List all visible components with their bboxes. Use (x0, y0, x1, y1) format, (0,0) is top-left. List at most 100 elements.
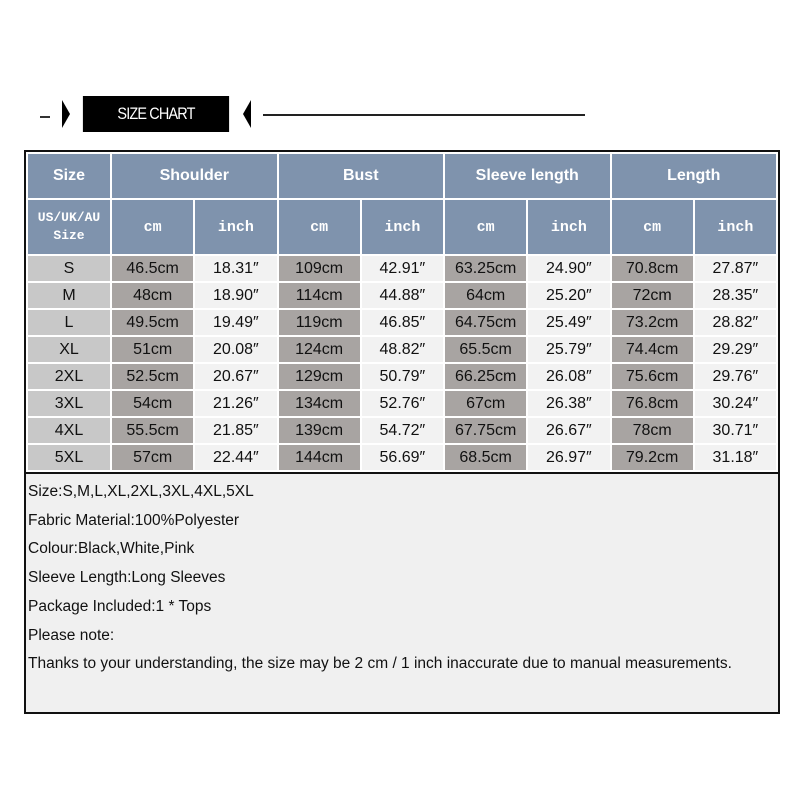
table-row: XL 51cm 20.08″ 124cm 48.82″ 65.5cm 25.79″ 74.4c… (26, 335, 779, 364)
cm-cell: 57cm (109, 443, 196, 472)
inch-cell: 28.82″ (692, 308, 779, 337)
table-row: 4XL 55.5cm 21.85″ 139cm 54.72″ 67.75cm 26.67″ 7… (26, 416, 779, 445)
table-row: S 46.5cm 18.31″ 109cm 42.91″ 63.25cm 24.90″ 70.… (26, 254, 779, 283)
inch-cell: 26.97″ (526, 443, 612, 472)
header-length: Length (609, 152, 778, 200)
inch-cell: 50.79″ (359, 362, 446, 391)
inch-cell: 30.24″ (692, 389, 779, 418)
cm-cell: 65.5cm (442, 335, 529, 364)
note-line: Fabric Material:100%Polyester (28, 511, 240, 529)
cm-cell: 74.4cm (609, 335, 695, 364)
cm-cell: 139cm (276, 416, 362, 445)
inch-cell: 26.08″ (526, 362, 612, 391)
inch-cell: 27.87″ (692, 254, 779, 283)
header-size-sub: US/UK/AU Size (26, 198, 112, 256)
cm-cell: 51cm (109, 335, 196, 364)
cm-cell: 75.6cm (609, 362, 695, 391)
table-row: 5XL 57cm 22.44″ 144cm 56.69″ 68.5cm 26.97″ 79.2… (26, 443, 779, 472)
inch-cell: 18.31″ (193, 254, 279, 283)
banner-ribbon-right (243, 100, 251, 128)
inch-cell: 25.79″ (526, 335, 612, 364)
cm-cell: 67.75cm (442, 416, 529, 445)
title-rule (263, 114, 585, 116)
cm-cell: 119cm (276, 308, 362, 337)
cm-cell: 52.5cm (109, 362, 196, 391)
banner-ribbon-left (62, 100, 70, 128)
unit-cm: cm (276, 198, 362, 256)
inch-cell: 31.18″ (692, 443, 779, 472)
size-cell: M (26, 281, 112, 310)
unit-inch: inch (526, 198, 612, 256)
unit-row: US/UK/AU Size cm inch cm inch cm inch cm… (26, 198, 779, 256)
cm-cell: 73.2cm (609, 308, 695, 337)
unit-inch: inch (193, 198, 279, 256)
size-cell: 5XL (26, 443, 112, 472)
cm-cell: 124cm (276, 335, 362, 364)
unit-inch: inch (692, 198, 779, 256)
note-line: Colour:Black,White,Pink (28, 540, 195, 558)
inch-cell: 48.82″ (359, 335, 446, 364)
inch-cell: 18.90″ (193, 281, 279, 310)
title-dash (40, 116, 50, 118)
note-line: Size:S,M,L,XL,2XL,3XL,4XL,5XL (28, 483, 254, 500)
size-cell: 4XL (26, 416, 112, 445)
cm-cell: 114cm (276, 281, 362, 310)
unit-inch: inch (359, 198, 446, 256)
size-cell: 2XL (26, 362, 112, 391)
inch-cell: 52.76″ (359, 389, 446, 418)
cm-cell: 144cm (276, 443, 362, 472)
cm-cell: 48cm (109, 281, 196, 310)
size-table: Size Shoulder Bust Sleeve length Length … (26, 152, 779, 472)
cm-cell: 134cm (276, 389, 362, 418)
cm-cell: 129cm (276, 362, 362, 391)
header-row: Size Shoulder Bust Sleeve length Length (26, 152, 778, 200)
cm-cell: 55.5cm (109, 416, 196, 445)
cm-cell: 66.25cm (442, 362, 529, 391)
inch-cell: 20.67″ (193, 362, 279, 391)
size-cell: S (26, 254, 112, 283)
note-line: Package Included:1 * Tops (28, 597, 212, 615)
table-row: 3XL 54cm 21.26″ 134cm 52.76″ 67cm 26.38″ 76.8cm… (26, 389, 779, 418)
cm-cell: 72cm (609, 281, 695, 310)
inch-cell: 26.38″ (526, 389, 612, 418)
inch-cell: 21.85″ (193, 416, 279, 445)
inch-cell: 46.85″ (359, 308, 446, 337)
size-chart-title: SIZE CHART (82, 96, 230, 132)
unit-cm: cm (609, 198, 695, 256)
table-row: M 48cm 18.90″ 114cm 44.88″ 64cm 25.20″ 72cm 28.3… (26, 281, 779, 310)
cm-cell: 76.8cm (609, 389, 695, 418)
inch-cell: 22.44″ (193, 443, 279, 472)
cm-cell: 79.2cm (609, 443, 695, 472)
header-size: Size (26, 152, 112, 200)
size-cell: 3XL (26, 389, 112, 418)
inch-cell: 25.20″ (526, 281, 612, 310)
cm-cell: 49.5cm (109, 308, 196, 337)
note-line: Sleeve Length:Long Sleeves (28, 569, 226, 587)
product-notes: Size:S,M,L,XL,2XL,3XL,4XL,5XL Fabric Mate… (26, 472, 778, 683)
cm-cell: 64cm (442, 281, 529, 310)
cm-cell: 68.5cm (442, 443, 529, 472)
inch-cell: 54.72″ (359, 416, 446, 445)
header-sleeve-length: Sleeve length (443, 152, 612, 200)
inch-cell: 19.49″ (193, 308, 279, 337)
note-line: Thanks to your understanding, the size m… (28, 655, 732, 673)
unit-cm: cm (109, 198, 196, 256)
size-chart-frame: Size Shoulder Bust Sleeve length Length … (24, 150, 780, 714)
cm-cell: 78cm (609, 416, 695, 445)
inch-cell: 29.29″ (692, 335, 779, 364)
cm-cell: 109cm (276, 254, 362, 283)
header-bust: Bust (276, 152, 445, 200)
inch-cell: 56.69″ (359, 443, 446, 472)
cm-cell: 46.5cm (109, 254, 196, 283)
inch-cell: 26.67″ (526, 416, 612, 445)
header-shoulder: Shoulder (110, 152, 279, 200)
note-line: Please note: (28, 626, 115, 644)
cm-cell: 67cm (442, 389, 529, 418)
inch-cell: 28.35″ (692, 281, 779, 310)
inch-cell: 25.49″ (526, 308, 612, 337)
inch-cell: 24.90″ (526, 254, 612, 283)
inch-cell: 20.08″ (193, 335, 279, 364)
unit-cm: cm (442, 198, 529, 256)
cm-cell: 63.25cm (442, 254, 529, 283)
inch-cell: 30.71″ (692, 416, 779, 445)
